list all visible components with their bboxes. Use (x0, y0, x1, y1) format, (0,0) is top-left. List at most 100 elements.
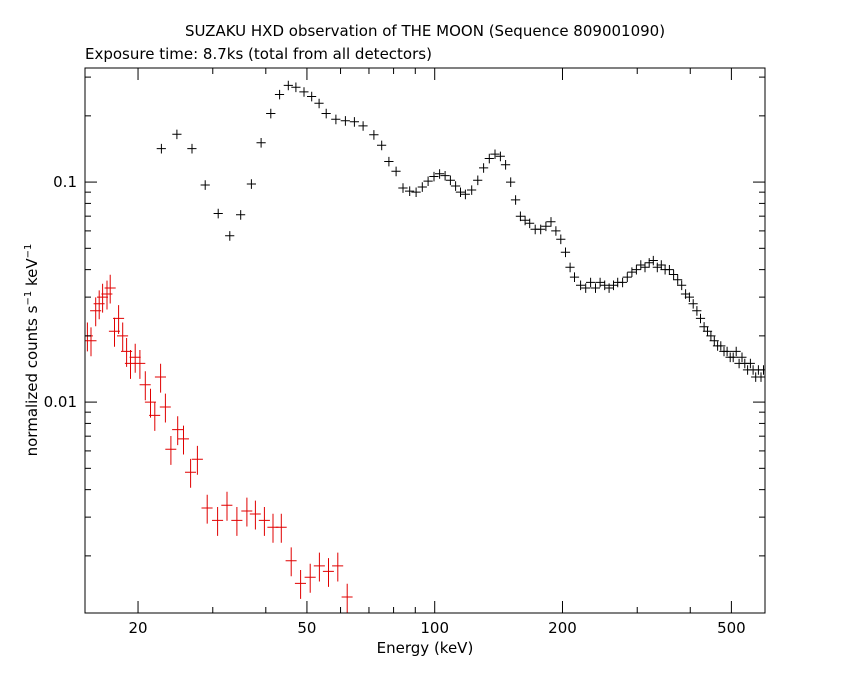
data-point (391, 166, 401, 177)
data-point (450, 181, 461, 191)
data-point (737, 352, 747, 363)
data-point (692, 306, 702, 316)
data-point (294, 570, 306, 599)
data-point (445, 175, 455, 186)
x-axis-label: Energy (keV) (376, 639, 474, 657)
axis-ticks: 20 50 100 200 500 0.01 0.1 (44, 68, 766, 637)
data-point (149, 402, 161, 431)
data-point (722, 346, 732, 357)
x-tick-label: 500 (717, 619, 746, 637)
data-point (156, 143, 166, 154)
data-point (377, 140, 387, 151)
data-point (467, 185, 477, 195)
data-point (267, 513, 279, 543)
data-point (664, 265, 674, 275)
data-point (285, 547, 297, 577)
data-point (124, 350, 136, 379)
data-point (113, 305, 125, 334)
data-point (546, 217, 556, 227)
data-point (341, 583, 353, 613)
data-point (307, 91, 317, 102)
data-point (551, 226, 561, 236)
data-point (569, 272, 580, 282)
data-point (709, 336, 719, 346)
data-point (631, 265, 641, 275)
data-point (673, 275, 683, 285)
data-point (212, 507, 224, 536)
data-point (274, 89, 285, 100)
plot-frame (84, 67, 766, 614)
data-point (622, 272, 632, 282)
data-point (560, 247, 571, 258)
data-point (695, 313, 706, 324)
y-axis-label-prefix: normalized counts s (23, 305, 41, 457)
data-point (172, 129, 182, 140)
data-point (484, 153, 494, 164)
data-point (201, 494, 213, 524)
data-point (745, 358, 755, 369)
x-tick-label: 200 (548, 619, 577, 637)
data-point (117, 322, 129, 352)
x-tick-label: 50 (297, 619, 316, 637)
data-point (500, 160, 511, 170)
data-point (756, 372, 765, 382)
data-point (275, 513, 287, 543)
data-point (525, 218, 535, 229)
data-point (455, 187, 465, 197)
data-point (172, 416, 184, 446)
data-point (304, 563, 316, 593)
data-series-layer (85, 80, 765, 613)
data-point (104, 274, 116, 304)
data-point (636, 260, 646, 270)
data-point (299, 87, 309, 97)
data-point (187, 143, 197, 154)
data-point (506, 177, 516, 187)
data-point (314, 98, 324, 109)
data-point (221, 491, 233, 521)
data-point (322, 558, 334, 587)
x-tick-label: 20 (128, 619, 147, 637)
y-tick-label: 0.1 (53, 173, 77, 191)
data-point (440, 171, 450, 181)
data-point (429, 171, 439, 182)
data-point (565, 262, 575, 273)
data-point (515, 211, 525, 222)
data-point (479, 163, 489, 173)
data-point (191, 445, 203, 475)
data-point (384, 156, 394, 167)
data-point (541, 221, 551, 232)
data-point (652, 262, 662, 273)
data-point (349, 117, 359, 127)
data-point (321, 108, 331, 119)
data-point (520, 215, 530, 226)
data-point (358, 121, 368, 131)
data-point (129, 343, 141, 373)
data-point (398, 183, 408, 193)
data-point (495, 151, 505, 162)
data-point (139, 371, 151, 401)
data-point (677, 280, 687, 291)
data-point (154, 363, 166, 393)
data-point (576, 280, 586, 291)
data-point (266, 108, 276, 119)
data-point (423, 176, 433, 186)
data-point (716, 341, 726, 351)
data-point (627, 267, 637, 277)
y-tick-label: 0.01 (44, 393, 77, 411)
data-point (405, 186, 415, 196)
data-point (510, 195, 521, 205)
data-point (241, 497, 253, 527)
data-point (231, 507, 243, 536)
data-point (165, 436, 177, 465)
data-point (644, 258, 654, 268)
data-point (586, 277, 596, 288)
data-point (536, 224, 546, 235)
data-point (460, 189, 470, 200)
data-point (656, 260, 666, 270)
data-point (256, 138, 266, 148)
data-point (688, 299, 698, 309)
data-point (332, 552, 344, 582)
data-point (706, 331, 716, 341)
data-point (369, 130, 379, 140)
